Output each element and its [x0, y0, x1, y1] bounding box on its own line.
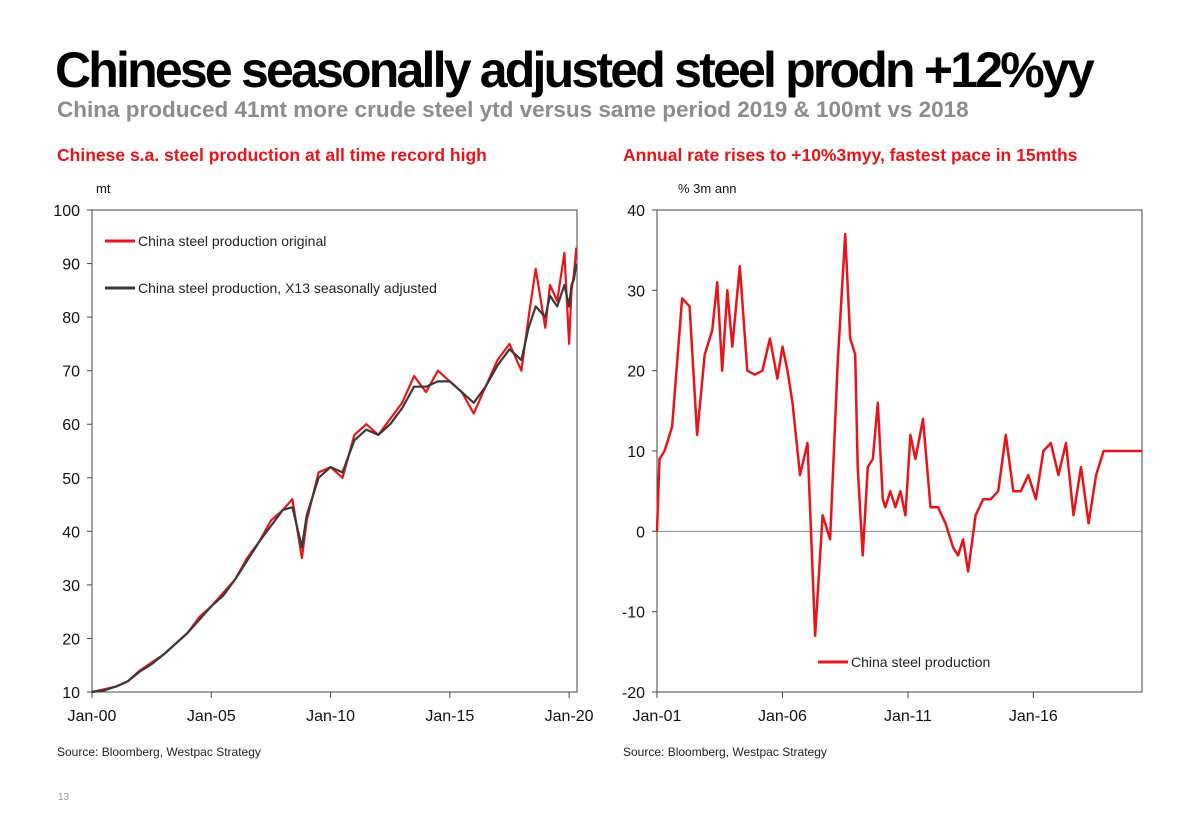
y-tick-label: 80	[62, 310, 80, 327]
y-tick-label: 60	[62, 417, 80, 434]
left-chart-title: Chinese s.a. steel production at all tim…	[57, 145, 487, 165]
plot-frame	[91, 209, 578, 693]
series-line-1	[655, 232, 1142, 638]
y-tick-label: 50	[62, 471, 80, 488]
y-tick-label: -20	[622, 685, 645, 702]
series-line-2	[91, 263, 578, 694]
page-number: 13	[58, 792, 70, 803]
right-chart-source: Source: Bloomberg, Westpac Strategy	[623, 745, 827, 759]
y-tick-label: 20	[627, 364, 645, 381]
x-tick-label: Jan-00	[68, 708, 117, 725]
legend-label-1: China steel production original	[138, 233, 326, 249]
x-tick-label: Jan-15	[425, 708, 474, 725]
page-title: Chinese seasonally adjusted steel prodn …	[55, 42, 1095, 98]
x-tick-label: Jan-06	[758, 708, 807, 725]
y-tick-label: 10	[62, 685, 80, 702]
legend-label-1: China steel production	[851, 654, 990, 670]
x-tick-label: Jan-11	[884, 708, 932, 725]
left-chart-source: Source: Bloomberg, Westpac Strategy	[57, 745, 261, 759]
page-subtitle: China produced 41mt more crude steel ytd…	[57, 97, 969, 122]
y-axis-unit-label: mt	[96, 181, 111, 196]
y-tick-label: 40	[627, 203, 645, 220]
y-tick-label: 0	[636, 524, 645, 541]
y-tick-label: 40	[62, 524, 80, 541]
x-tick-label: Jan-01	[633, 708, 682, 725]
y-tick-label: 100	[53, 203, 80, 220]
y-tick-label: 30	[62, 578, 80, 595]
y-axis-unit-label: % 3m ann	[678, 181, 737, 196]
x-tick-label: Jan-16	[1009, 708, 1058, 725]
y-tick-label: -10	[622, 605, 645, 622]
x-tick-label: Jan-05	[187, 708, 236, 725]
plot-frame	[656, 209, 1143, 693]
right-chart-title: Annual rate rises to +10%3myy, fastest p…	[623, 145, 1078, 165]
legend-label-2: China steel production, X13 seasonally a…	[138, 280, 437, 296]
y-tick-label: 10	[627, 444, 645, 461]
y-tick-label: 30	[627, 283, 645, 300]
y-tick-label: 70	[62, 364, 80, 381]
y-tick-label: 20	[62, 631, 80, 648]
x-tick-label: Jan-20	[545, 708, 594, 725]
y-tick-label: 90	[62, 257, 80, 274]
x-tick-label: Jan-10	[306, 708, 355, 725]
